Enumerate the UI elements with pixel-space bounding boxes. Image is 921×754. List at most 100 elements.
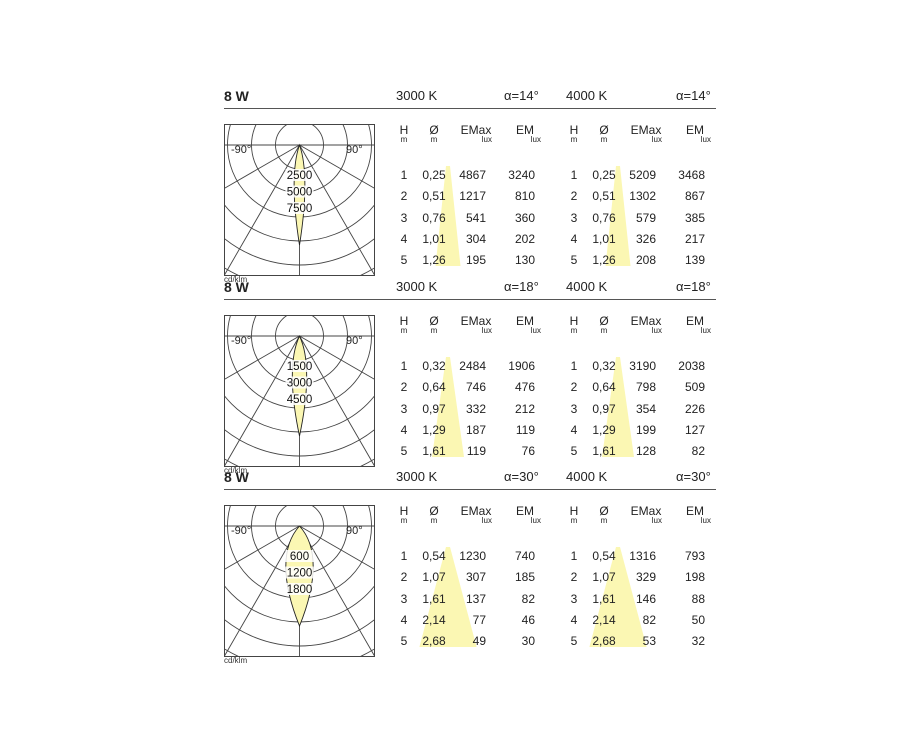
column-title: EMax xyxy=(460,504,492,518)
table-cell-h: 3 xyxy=(400,210,408,225)
column-title: EM xyxy=(516,314,534,328)
table-cell-emax: 5209 xyxy=(629,168,656,182)
column-unit: lux xyxy=(651,326,662,335)
table-cell-emax: 199 xyxy=(635,422,656,437)
intensity-label-bg xyxy=(285,550,314,562)
table-cell-h: 5 xyxy=(570,253,578,268)
polar-spoke xyxy=(225,335,300,380)
intensity-label: 5000 xyxy=(287,187,313,199)
table-cell-d: 0,54 xyxy=(422,549,446,563)
table-cell-d: 1,26 xyxy=(592,253,616,268)
table-cell-d: 0,25 xyxy=(422,168,446,182)
table-cell-em: 385 xyxy=(684,210,705,225)
polar-spoke xyxy=(299,335,374,466)
cct-4000-label: 4000 K xyxy=(566,88,608,103)
power-label: 8 W xyxy=(224,279,249,295)
table-cell-d: 0,64 xyxy=(592,380,616,395)
column-unit: m xyxy=(430,326,438,335)
column-title: EM xyxy=(686,504,704,518)
column-title: Ø xyxy=(599,123,609,137)
column-header: EMax lux xyxy=(626,315,666,335)
polar-spoke xyxy=(299,525,374,570)
table-cell-em: 226 xyxy=(684,401,705,416)
table-cell-em: 82 xyxy=(691,444,705,459)
column-title: H xyxy=(399,504,409,518)
intensity-label-bg xyxy=(285,360,314,372)
unit-label: cd/klm xyxy=(224,466,248,475)
table-cell-h: 2 xyxy=(570,189,578,204)
column-unit: lux xyxy=(530,516,541,525)
beam-spread-wedge xyxy=(432,357,464,457)
table-cell-em: 139 xyxy=(684,253,705,268)
table-cell-d: 0,25 xyxy=(592,168,616,182)
table-cell-em: 119 xyxy=(515,422,535,437)
table-cell-h: 4 xyxy=(400,612,408,627)
table-cell-emax: 307 xyxy=(465,570,486,585)
column-title: H xyxy=(399,123,409,137)
intensity-label-bg xyxy=(285,202,314,214)
table-cell-em: 2038 xyxy=(678,359,705,373)
table-cell-emax: 2484 xyxy=(459,359,486,373)
table-cell-emax: 1316 xyxy=(629,549,656,563)
angle-label-left: -90° xyxy=(231,525,251,537)
cct-3000-label: 3000 K xyxy=(396,88,438,103)
table-cell-emax: 4867 xyxy=(459,168,486,182)
column-title: H xyxy=(569,123,579,137)
table-cell-em: 185 xyxy=(514,570,535,585)
column-unit: lux xyxy=(530,135,541,144)
table-cell-h: 4 xyxy=(570,231,578,246)
table-cell-h: 4 xyxy=(400,422,408,437)
table-cell-em: 740 xyxy=(514,549,535,563)
table-cell-d: 2,14 xyxy=(592,612,616,627)
section-header: 8 W 3000 K α=30° 4000 K α=30° xyxy=(224,469,716,490)
column-unit: m xyxy=(570,516,578,525)
column-unit: lux xyxy=(481,516,492,525)
table-cell-d: 0,51 xyxy=(592,189,616,204)
angle-label-left: -90° xyxy=(231,144,251,156)
cct-3000-label: 3000 K xyxy=(396,279,438,294)
table-cell-h: 1 xyxy=(400,549,408,563)
beam-angle-label: α=30° xyxy=(676,469,711,484)
table-cell-d: 1,61 xyxy=(592,591,616,606)
table-cell-h: 1 xyxy=(400,168,408,182)
column-header: EM lux xyxy=(505,315,545,335)
table-cell-emax: 1217 xyxy=(459,189,486,204)
column-header: EM lux xyxy=(505,124,545,144)
column-header: EM lux xyxy=(675,124,715,144)
power-label: 8 W xyxy=(224,88,249,104)
polar-spoke xyxy=(225,144,300,189)
column-title: EMax xyxy=(460,314,492,328)
polar-spoke xyxy=(299,525,374,656)
table-cell-d: 1,61 xyxy=(422,444,446,459)
column-unit: m xyxy=(570,135,578,144)
table-cell-h: 3 xyxy=(570,401,578,416)
table-cell-em: 793 xyxy=(684,549,705,563)
table-cell-d: 1,26 xyxy=(422,253,446,268)
column-unit: m xyxy=(600,516,608,525)
unit-label: cd/klm xyxy=(224,275,248,284)
column-unit: m xyxy=(400,516,408,525)
column-header: EMax lux xyxy=(626,505,666,525)
table-cell-d: 2,68 xyxy=(592,634,616,649)
intensity-label: 1200 xyxy=(287,568,313,580)
table-cell-emax: 332 xyxy=(465,401,486,416)
table-cell-h: 2 xyxy=(570,380,578,395)
cct-4000-label: 4000 K xyxy=(566,469,608,484)
power-label: 8 W xyxy=(224,469,249,485)
table-cell-em: 32 xyxy=(691,634,705,649)
table-cell-d: 1,07 xyxy=(422,570,446,585)
column-header: EM lux xyxy=(675,505,715,525)
column-unit: lux xyxy=(700,135,711,144)
polar-diagram: -90° 90° 600 1200 1800 xyxy=(224,505,375,657)
column-unit: lux xyxy=(651,135,662,144)
table-cell-em: 30 xyxy=(521,634,535,649)
table-cell-emax: 541 xyxy=(465,210,486,225)
table-cell-d: 1,07 xyxy=(592,570,616,585)
table-cell-emax: 82 xyxy=(642,612,656,627)
table-cell-em: 810 xyxy=(514,189,535,204)
